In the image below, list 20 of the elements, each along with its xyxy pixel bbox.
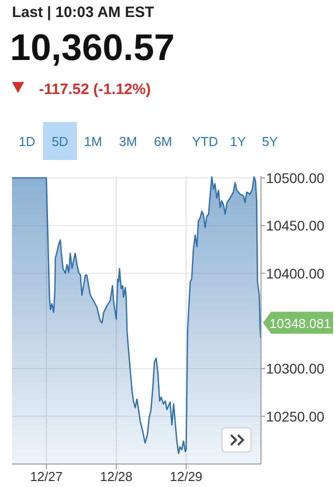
y-tick-label: 10250.00 — [266, 408, 325, 424]
text: 6M — [154, 134, 172, 149]
y-tick-label: 10300.00 — [266, 360, 325, 377]
text: 5D — [52, 134, 68, 149]
text: 1D — [18, 134, 36, 149]
x-tick-label: 12/27 — [30, 469, 63, 484]
y-tick-label: 10450.00 — [266, 218, 325, 234]
y-tick-label: 10400.00 — [266, 265, 325, 282]
text: 10348.081 — [270, 316, 331, 331]
text: Last | 10:03 AM EST — [12, 4, 154, 21]
y-tick-label: 10500.00 — [266, 170, 325, 186]
x-tick-label: 12/28 — [100, 469, 133, 484]
text: 3M — [118, 134, 138, 149]
text: 5Y — [262, 134, 278, 149]
chart-title: 10,360.57 — [10, 27, 175, 68]
text: YTD — [192, 134, 218, 149]
text: 1Y — [230, 134, 246, 149]
chart-subtitle: -117.52 (-1.12%) — [39, 81, 151, 98]
text: 1M — [84, 134, 102, 149]
x-tick-label: 12/29 — [170, 469, 202, 484]
